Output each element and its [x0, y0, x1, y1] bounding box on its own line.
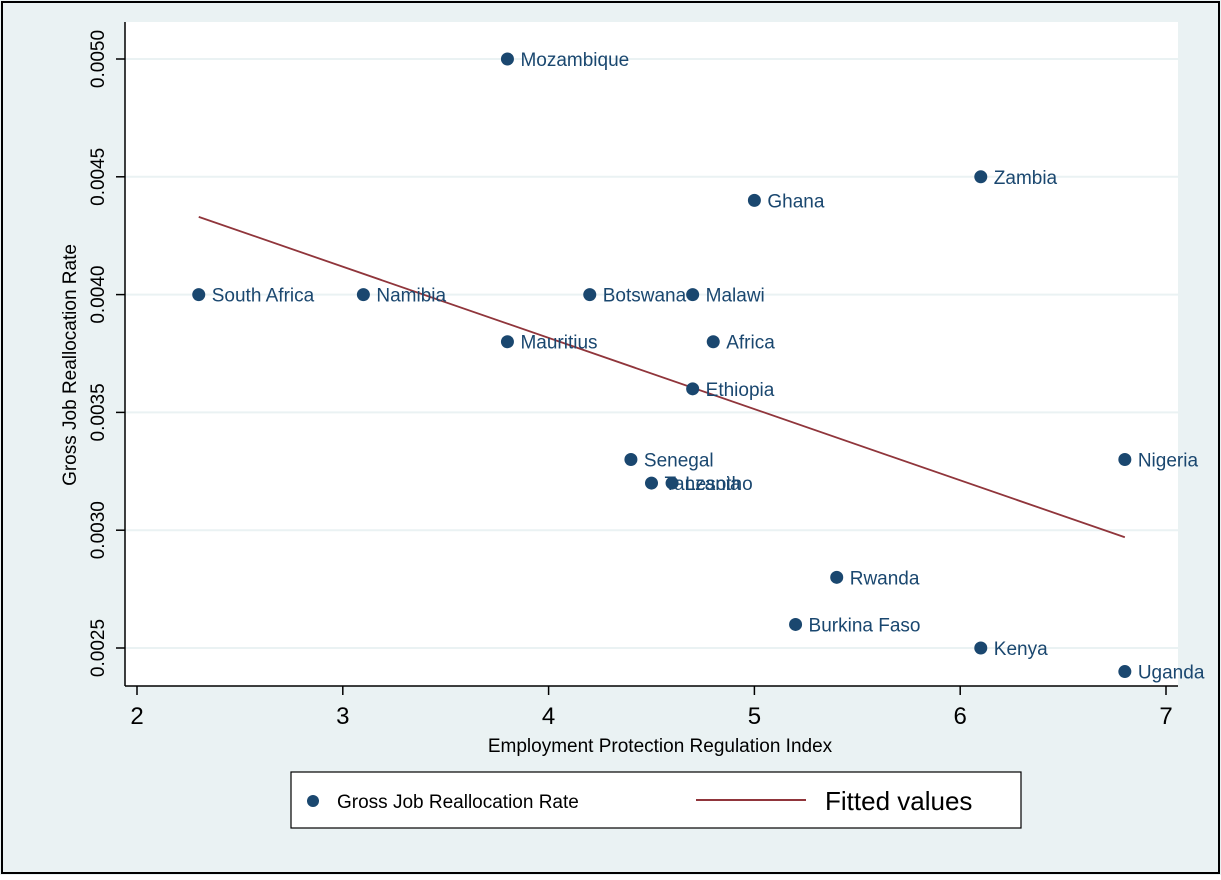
data-point-5	[583, 288, 597, 302]
axes: 2 3 4 5 6 7 0.0025 0.0030 0.0035 0.0040 0.0045 0.00…	[88, 22, 1178, 730]
gridlines	[125, 58, 1178, 649]
point-label-16: Kenya	[994, 639, 1048, 660]
data-point-6	[686, 288, 700, 302]
x-tick-label-2: 4	[542, 703, 555, 730]
x-tick-label-5: 7	[1159, 703, 1172, 730]
data-point-4	[356, 288, 370, 302]
point-label-3: South Africa	[212, 286, 315, 307]
legend-scatter-marker	[307, 795, 319, 807]
point-label-6: Malawi	[706, 286, 765, 307]
data-point-15	[789, 617, 803, 631]
y-tick-label-2: 0.0035	[88, 383, 109, 441]
data-point-13	[1118, 453, 1132, 467]
plot-area	[125, 22, 1178, 686]
point-label-13: Nigeria	[1138, 451, 1199, 472]
point-label-8: Africa	[726, 333, 775, 354]
data-point-2	[747, 193, 761, 207]
point-label-10: Senegal	[644, 451, 714, 472]
legend-box	[290, 771, 1022, 829]
point-label-11: Tanzania	[665, 474, 741, 495]
data-point-9	[686, 382, 700, 396]
legend-fitted-label: Fitted values	[825, 786, 972, 816]
x-axis-title: Employment Protection Regulation Index	[488, 736, 833, 757]
point-label-14: Rwanda	[850, 568, 920, 589]
fitted-values-line	[198, 216, 1126, 539]
x-tick-label-4: 6	[954, 703, 967, 730]
point-label-17: Uganda	[1138, 663, 1205, 684]
data-point-11	[645, 476, 658, 490]
data-point-12	[665, 476, 679, 490]
legend: Gross Job Reallocation Rate Fitted value…	[290, 771, 1022, 829]
point-label-9: Ethiopia	[706, 380, 775, 401]
y-tick-label-1: 0.0030	[88, 501, 109, 559]
point-label-5: Botswana	[603, 286, 687, 307]
y-tick-label-3: 0.0040	[88, 266, 109, 324]
point-label-12: Lesotho	[685, 474, 753, 495]
point-label-0: Mozambique	[520, 50, 629, 71]
y-tick-label-0: 0.0025	[88, 619, 109, 677]
data-point-0	[500, 52, 514, 66]
point-label-15: Burkina Faso	[809, 615, 921, 636]
point-label-4: Namibia	[376, 286, 446, 307]
y-axis-title: Gross Job Reallocation Rate	[60, 244, 81, 486]
y-tick-label-4: 0.0045	[88, 148, 109, 206]
x-tick-label-1: 3	[336, 703, 349, 730]
legend-scatter-label: Gross Job Reallocation Rate	[337, 792, 579, 813]
data-point-10	[624, 453, 638, 467]
point-label-7: Mauritius	[520, 333, 597, 354]
data-point-1	[974, 170, 988, 184]
point-label-1: Zambia	[994, 168, 1058, 189]
data-point-7	[500, 335, 514, 349]
scatter-points: Mozambique Zambia Ghana South Africa Namibia…	[192, 50, 1205, 684]
data-point-14	[830, 570, 844, 584]
y-tick-label-5: 0.0050	[88, 30, 109, 88]
fitted-line-group	[198, 216, 1126, 539]
data-point-8	[706, 335, 720, 349]
x-tick-label-0: 2	[130, 703, 143, 730]
x-tick-label-3: 5	[748, 703, 761, 730]
point-label-2: Ghana	[767, 191, 824, 212]
data-point-17	[1118, 665, 1132, 679]
data-point-3	[192, 288, 206, 302]
data-point-16	[974, 641, 988, 655]
